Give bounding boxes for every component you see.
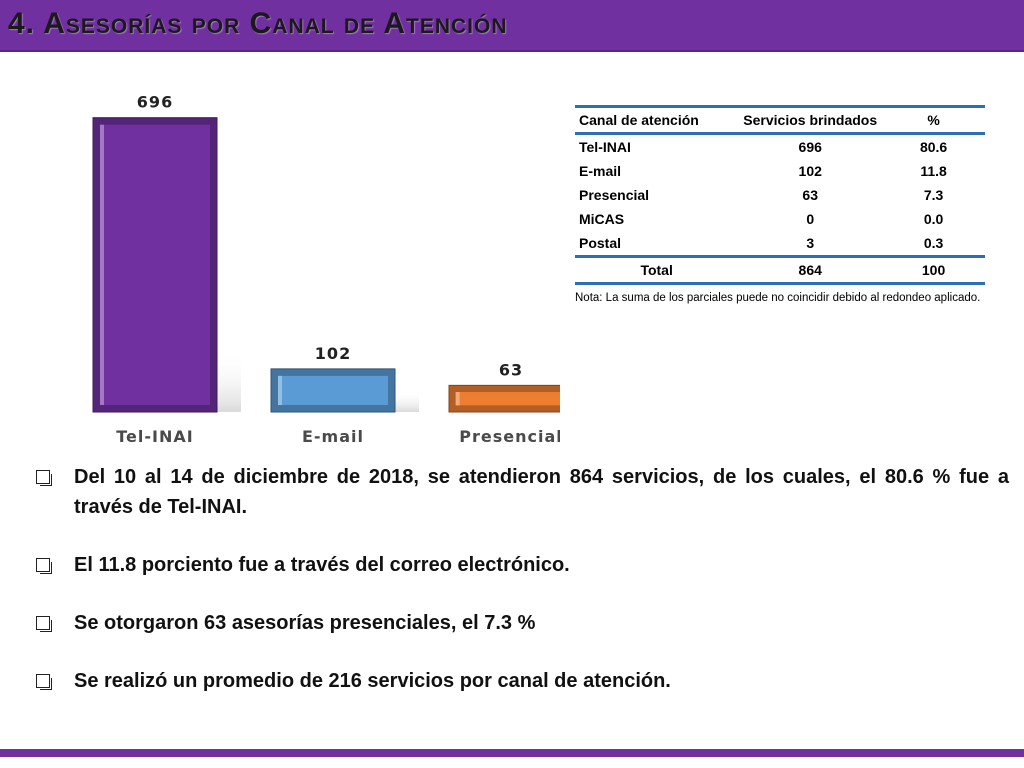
cell-servicios: 102 [798, 163, 822, 179]
total-servicios: 864 [798, 262, 822, 278]
cell-porcentaje: 11.8 [920, 163, 947, 179]
cell-canal: MiCAS [579, 211, 625, 227]
cell-porcentaje: 7.3 [923, 187, 944, 203]
bar-chart: 6961026303 Tel-INAIE-mailPresencialMiCAS… [92, 93, 560, 446]
bottom-bar [0, 749, 1024, 757]
bar-shadow [389, 390, 419, 412]
table-row: E-mail 102 11.8 [575, 159, 985, 183]
bullet-text: Se otorgaron 63 asesorías presenciales, … [74, 612, 536, 634]
cell-canal: Postal [579, 235, 622, 251]
x-tick-label: Tel-INAI [116, 427, 193, 446]
bullet-text: Del 10 al 14 de diciembre de 2018, se at… [74, 466, 1009, 518]
bar-presencial [448, 384, 560, 413]
cell-servicios: 696 [798, 139, 822, 155]
cell-servicios: 0 [806, 211, 815, 227]
bullet-text: Se realizó un promedio de 216 servicios … [74, 670, 671, 692]
checkbox-bullet-icon [36, 470, 52, 486]
bar-outline [92, 117, 218, 413]
bar-outline [448, 384, 560, 413]
table-note: Nota: La suma de los parciales puede no … [575, 292, 981, 304]
bar-e-mail [270, 368, 396, 413]
cell-servicios: 3 [806, 235, 815, 251]
cell-canal: Presencial [579, 187, 650, 203]
cell-porcentaje: 0.3 [923, 235, 944, 251]
cell-servicios: 63 [802, 187, 818, 203]
bullet-item: Se otorgaron 63 asesorías presenciales, … [34, 608, 1009, 638]
bullet-item: Del 10 al 14 de diciembre de 2018, se at… [34, 462, 1009, 522]
services-table: Canal de atención Servicios brindados % … [575, 105, 985, 307]
table-header-row: Canal de atención Servicios brindados % [575, 106, 985, 134]
total-label: Total [640, 262, 673, 278]
table-row: Postal 3 0.3 [575, 231, 985, 257]
x-tick-label: Presencial [459, 427, 560, 446]
bar-tel-inai [92, 117, 218, 413]
x-tick-label: E-mail [302, 427, 364, 446]
table-row: Presencial 63 7.3 [575, 183, 985, 207]
checkbox-bullet-icon [36, 558, 52, 574]
table-total-row: Total 864 100 [575, 256, 985, 284]
table-row: MiCAS 0 0.0 [575, 207, 985, 231]
table-row: Tel-INAI 696 80.6 [575, 134, 985, 160]
slide-title: 4. Asesorías por Canal de Atención [8, 7, 508, 40]
bar-face [100, 124, 210, 405]
total-porcentaje: 100 [921, 262, 946, 278]
cell-canal: E-mail [579, 163, 622, 179]
checkbox-bullet-icon [36, 674, 52, 690]
bullet-text: El 11.8 porciento fue a través del corre… [74, 554, 570, 576]
header-porcentaje: % [927, 112, 940, 128]
title-bar: 4. Asesorías por Canal de Atención [0, 0, 1024, 52]
data-label: 696 [137, 93, 173, 112]
data-label: 102 [315, 344, 351, 363]
bar-face [278, 375, 388, 405]
bar-highlight [100, 124, 104, 405]
bullet-item: El 11.8 porciento fue a través del corre… [34, 550, 1009, 580]
cell-canal: Tel-INAI [579, 139, 631, 155]
bullet-list: Del 10 al 14 de diciembre de 2018, se at… [34, 462, 1009, 696]
header-canal: Canal de atención [579, 112, 699, 128]
cell-porcentaje: 80.6 [919, 139, 948, 155]
bullet-item: Se realizó un promedio de 216 servicios … [34, 666, 1009, 696]
bar-highlight [278, 375, 282, 405]
checkbox-bullet-icon [36, 616, 52, 632]
data-label: 63 [499, 360, 523, 379]
header-servicios: Servicios brindados [743, 112, 878, 128]
bar-highlight [455, 392, 460, 406]
cell-porcentaje: 0.0 [923, 211, 944, 227]
bar-outline [270, 368, 396, 413]
bar-face [455, 392, 560, 406]
